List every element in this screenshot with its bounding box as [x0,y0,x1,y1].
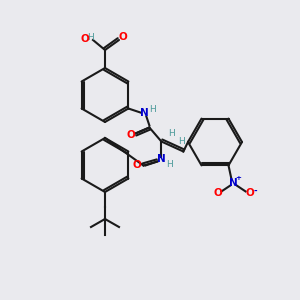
Text: N: N [229,178,238,188]
Text: O: O [213,188,222,198]
Text: H: H [178,137,185,146]
Text: -: - [254,187,257,196]
Text: O: O [81,34,89,44]
Text: H: H [168,129,175,138]
Text: O: O [118,32,127,42]
Text: H: H [166,160,173,169]
Text: O: O [132,160,141,170]
Text: H: H [149,105,156,114]
Text: +: + [236,176,242,182]
Text: O: O [245,188,254,198]
Text: N: N [140,109,149,118]
Text: H: H [88,32,94,41]
Text: N: N [157,154,166,164]
Text: O: O [126,130,135,140]
